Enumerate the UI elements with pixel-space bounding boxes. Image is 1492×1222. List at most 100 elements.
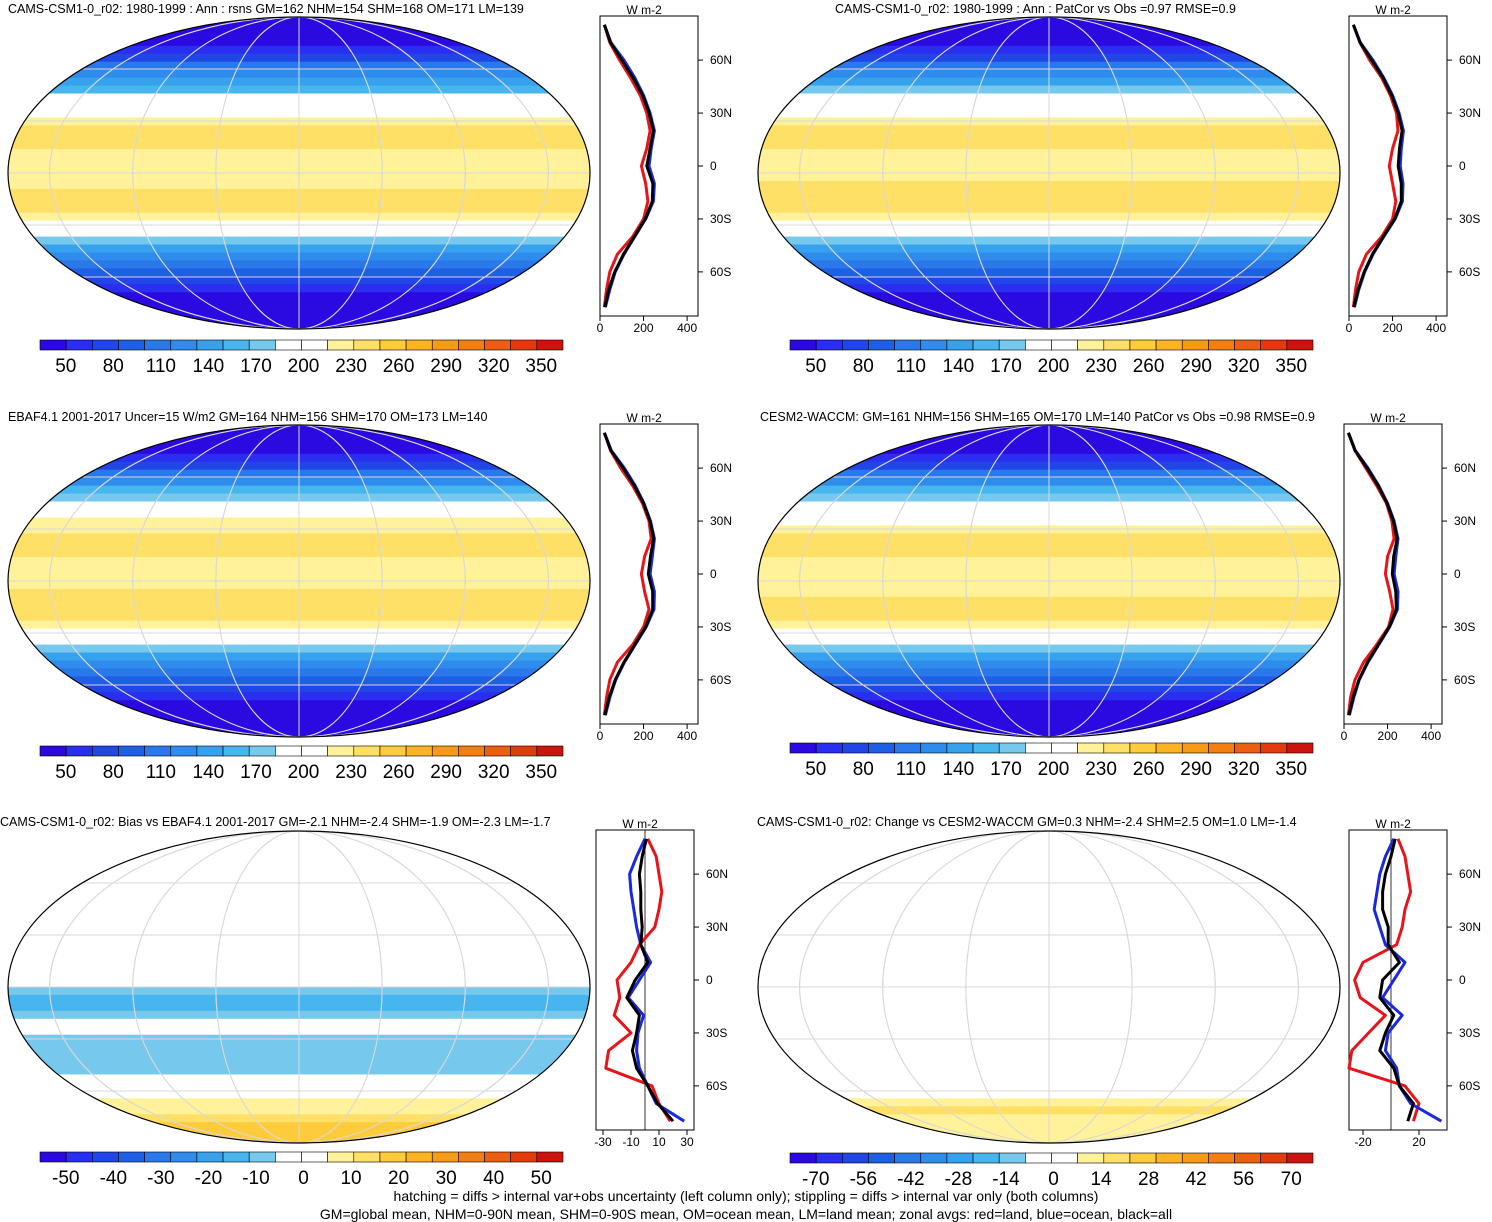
- zonal-lat-label: 30S: [1454, 620, 1475, 634]
- colorbar-swatch: [1130, 743, 1156, 753]
- colorbar-label: 0: [1048, 1169, 1059, 1190]
- colorbar-swatch: [145, 340, 171, 350]
- colorbar-swatch: [380, 340, 406, 350]
- colorbar-swatch: [223, 1152, 249, 1162]
- colorbar-swatch: [895, 743, 921, 753]
- colorbar-swatch: [1078, 743, 1104, 753]
- colorbar-swatch: [511, 746, 537, 756]
- map-plot: [755, 14, 1343, 332]
- colorbar-swatch: [302, 340, 328, 350]
- colorbar-swatch: [380, 746, 406, 756]
- colorbar-swatch: [406, 340, 432, 350]
- zonal-lat-label: 60N: [1459, 867, 1481, 881]
- colorbar-label: 0: [298, 1168, 309, 1189]
- colorbar-label: 140: [193, 356, 225, 377]
- zonal-lat-label: 0: [710, 159, 717, 173]
- colorbar-label: 50: [805, 356, 826, 377]
- colorbar-label: 200: [1038, 759, 1070, 780]
- colorbar-swatch: [921, 340, 947, 350]
- colorbar-label: 290: [1180, 759, 1212, 780]
- zonal-x-label: 20: [1412, 1135, 1426, 1149]
- colorbar-swatch: [354, 746, 380, 756]
- colorbar-swatch: [145, 1152, 171, 1162]
- colorbar-swatch: [1104, 743, 1130, 753]
- zonal-lat-label: 60S: [710, 265, 731, 279]
- colorbar-swatch: [1025, 743, 1051, 753]
- colorbar-label: 200: [1038, 356, 1070, 377]
- colorbar-swatch: [249, 340, 275, 350]
- colorbar-swatch: [118, 340, 144, 350]
- colorbar-swatch: [511, 340, 537, 350]
- colorbar-swatch: [458, 1152, 484, 1162]
- colorbar-swatch: [1078, 340, 1104, 350]
- colorbar-swatch: [921, 743, 947, 753]
- colorbar-label: -28: [945, 1169, 972, 1190]
- colorbar-label: 290: [430, 356, 462, 377]
- zonal-lat-label: 30N: [1454, 514, 1476, 528]
- colorbar-swatch: [816, 340, 842, 350]
- colorbar-label: 230: [1085, 356, 1117, 377]
- colorbar-swatch: [40, 340, 66, 350]
- colorbar-swatch: [947, 340, 973, 350]
- colorbar-label: 42: [1186, 1169, 1207, 1190]
- colorbar-swatch: [1235, 1153, 1261, 1163]
- colorbar-label: 10: [340, 1168, 361, 1189]
- colorbar-swatch: [432, 1152, 458, 1162]
- colorbar-label: 320: [1228, 356, 1260, 377]
- colorbar-swatch: [223, 340, 249, 350]
- zonal-unit-label: W m-2: [626, 411, 662, 425]
- zonal-unit-label: W m-2: [626, 3, 662, 17]
- zonal-x-label: 400: [677, 321, 697, 335]
- colorbar-swatch: [947, 743, 973, 753]
- colorbar-swatch: [171, 1152, 197, 1162]
- colorbar-swatch: [275, 746, 301, 756]
- colorbar-label: -10: [242, 1168, 269, 1189]
- colorbar-label: 110: [146, 356, 176, 377]
- colorbar-label: 350: [1275, 356, 1307, 377]
- colorbar-swatch: [1104, 1153, 1130, 1163]
- zonal-lat-label: 60N: [1459, 53, 1481, 67]
- colorbar-label: 50: [55, 356, 76, 377]
- colorbar-swatch: [302, 746, 328, 756]
- colorbar-label: 50: [805, 759, 826, 780]
- colorbar-swatch: [816, 1153, 842, 1163]
- colorbar-label: 350: [525, 356, 557, 377]
- colorbar-label: 200: [288, 762, 320, 783]
- colorbar-label: -56: [850, 1169, 877, 1190]
- colorbar-swatch: [1182, 1153, 1208, 1163]
- colorbar-swatch: [973, 743, 999, 753]
- colorbar-swatch: [1261, 340, 1287, 350]
- zonal-lat-label: 0: [1459, 159, 1466, 173]
- colorbar-swatch: [842, 743, 868, 753]
- zonal-x-label: 200: [1383, 321, 1403, 335]
- colorbar-swatch: [92, 746, 118, 756]
- colorbar-swatch: [973, 340, 999, 350]
- colorbar-label: 80: [103, 356, 124, 377]
- colorbar-label: -70: [802, 1169, 829, 1190]
- zonal-lat-label: 30S: [706, 1026, 727, 1040]
- colorbar-swatch: [145, 746, 171, 756]
- colorbar-swatch: [354, 1152, 380, 1162]
- colorbar-label: 56: [1233, 1169, 1254, 1190]
- zonal-x-label: 10: [652, 1135, 666, 1149]
- colorbar-label: 110: [896, 356, 926, 377]
- zonal-x-label: 200: [1378, 729, 1398, 743]
- colorbar-swatch: [1287, 340, 1313, 350]
- colorbar-swatch: [223, 746, 249, 756]
- colorbar-swatch: [1156, 340, 1182, 350]
- colorbar-swatch: [868, 340, 894, 350]
- colorbar-swatch: [458, 340, 484, 350]
- colorbar-label: -40: [100, 1168, 127, 1189]
- colorbar-label: -30: [147, 1168, 174, 1189]
- colorbar-swatch: [432, 746, 458, 756]
- colorbar-swatch: [973, 1153, 999, 1163]
- colorbar-swatch: [328, 746, 354, 756]
- zonal-x-label: 400: [677, 729, 697, 743]
- colorbar-label: 230: [335, 356, 367, 377]
- colorbar-swatch: [1130, 1153, 1156, 1163]
- colorbar-label: 20: [388, 1168, 409, 1189]
